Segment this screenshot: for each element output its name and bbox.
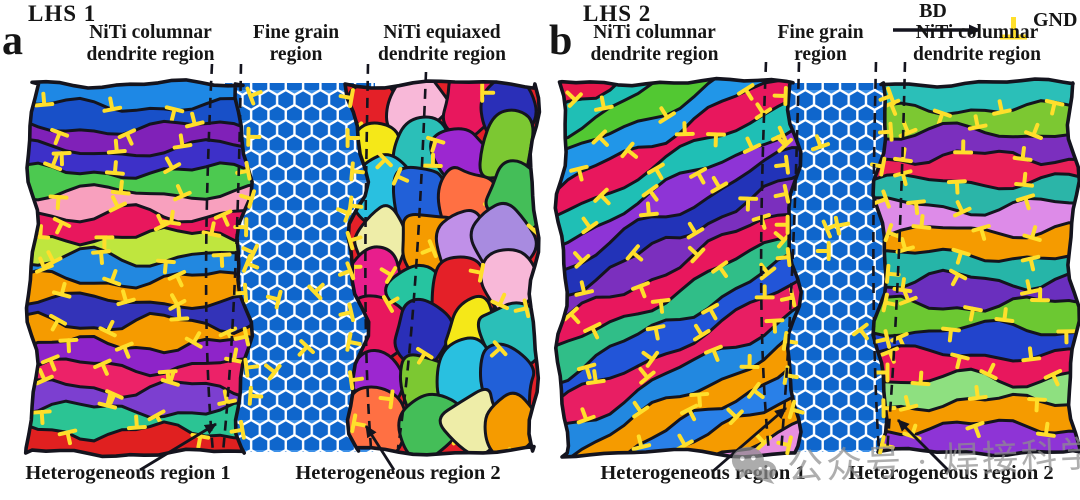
label-line: NiTi equiaxed xyxy=(383,22,501,43)
label-line: Fine grain xyxy=(252,22,340,43)
panel-a-fine-grain-label: Fine grain region xyxy=(236,22,356,66)
heterogeneous-region-boundary xyxy=(396,71,428,449)
heterogeneous-region-boundary xyxy=(221,63,243,453)
wechat-icon xyxy=(731,446,777,485)
label-line: dendrite region xyxy=(912,44,1041,65)
label-line: dendrite region xyxy=(590,44,719,65)
label-line: region xyxy=(794,44,847,65)
heterogeneous-region-boundary xyxy=(759,61,771,453)
label-line: dendrite region xyxy=(86,44,215,65)
panel-b-fine-grain-label: Fine grain region xyxy=(758,22,883,66)
label-line: dendrite region xyxy=(377,44,506,65)
heterogeneous-region-boundary xyxy=(872,61,881,453)
bd-label: BD xyxy=(919,0,947,22)
heterogeneous-region-boundary xyxy=(779,61,801,453)
gnd-label: GND xyxy=(1033,9,1078,31)
panel-a-het-region-2-label: Heterogeneous region 2 xyxy=(295,462,501,484)
panel-b-het-region-2-label: Heterogeneous region 2 xyxy=(848,462,1054,484)
watermark: 公众号 · 焊接科学 xyxy=(730,425,1080,493)
label-line: NiTi columnar xyxy=(89,22,212,43)
heterogeneous-region-boundary xyxy=(204,63,215,453)
pointer-arrow xyxy=(897,419,951,473)
panel-a-letter: a xyxy=(2,18,23,64)
panel-a-columnar-label: NiTi columnar dendrite region xyxy=(58,22,243,66)
label-line: region xyxy=(269,44,323,65)
heterogeneous-region-boundary xyxy=(885,61,907,453)
panel-a-title: LHS 1 xyxy=(28,1,97,26)
pointer-arrow xyxy=(139,422,217,472)
panel-a-equiaxed-label: NiTi equiaxed dendrite region xyxy=(352,22,532,66)
panel-b-left-columnar-label: NiTi columnar dendrite region xyxy=(562,22,747,66)
panel-b-title: LHS 2 xyxy=(583,1,652,26)
panel-b-left-columnar-region xyxy=(555,78,802,457)
pointer-arrow xyxy=(364,425,396,471)
panel-b-letter: b xyxy=(549,18,573,64)
heterogeneous-region-boundary xyxy=(364,63,373,449)
panel-a-columnar-region xyxy=(25,79,253,457)
label-line: NiTi columnar xyxy=(593,22,716,43)
gnd-dislocation-symbol xyxy=(1000,17,1027,40)
panel-a-equiaxed-region xyxy=(345,81,540,455)
panel-a-het-region-1-label: Heterogeneous region 1 xyxy=(25,462,231,484)
pointer-arrow xyxy=(711,406,787,474)
label-line: Fine grain xyxy=(777,22,864,43)
